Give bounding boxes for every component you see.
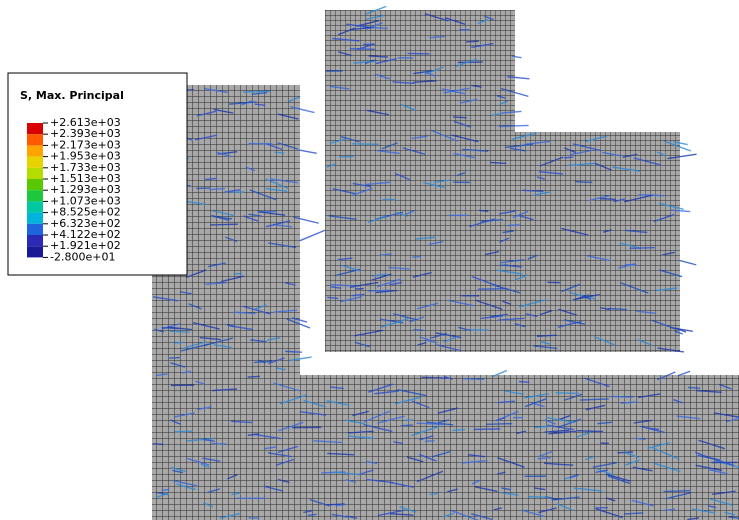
legend-swatch	[27, 235, 43, 246]
stress-vector	[625, 513, 644, 514]
stress-vector	[274, 152, 284, 153]
stress-vector	[356, 289, 364, 290]
legend-swatch	[27, 157, 43, 168]
stress-vector	[678, 371, 690, 375]
stress-vector	[211, 224, 238, 225]
stress-vector	[400, 425, 413, 426]
stress-vector	[534, 426, 549, 427]
stress-vector	[210, 189, 225, 190]
stress-vector	[556, 393, 579, 394]
stress-vector	[162, 489, 170, 490]
stress-vector	[528, 497, 549, 498]
stress-vector	[463, 379, 484, 380]
legend-label: -2.800e+01	[50, 250, 115, 263]
legend: +2.613e+03+2.393e+03+2.173e+03+1.953e+03…	[27, 116, 121, 263]
legend-swatch	[27, 168, 43, 179]
stress-vector	[664, 491, 690, 492]
stress-vector	[285, 351, 302, 352]
stress-vector	[248, 376, 260, 377]
stress-vector	[519, 382, 529, 383]
legend-title: S, Max. Principal	[20, 89, 124, 102]
stress-vector	[212, 443, 227, 444]
legend-swatch	[27, 134, 43, 145]
stress-vector	[487, 424, 512, 425]
stress-vector	[575, 182, 592, 183]
legend-swatch	[27, 246, 43, 257]
stress-vector	[153, 444, 164, 445]
stress-vector	[422, 377, 448, 378]
stress-vector	[243, 91, 271, 92]
stress-vector	[169, 358, 180, 359]
stress-vector	[490, 162, 507, 163]
stress-vector	[336, 505, 346, 506]
stress-vector	[413, 330, 423, 331]
legend-swatch	[27, 190, 43, 201]
stress-vector	[610, 396, 633, 397]
legend-swatch	[27, 213, 43, 224]
legend-swatch	[27, 123, 43, 134]
stress-vector	[453, 117, 466, 118]
stress-vector	[577, 431, 603, 432]
stress-vector	[174, 342, 184, 343]
stress-vector	[474, 429, 501, 430]
stress-vector	[196, 188, 210, 189]
stress-vector	[175, 431, 193, 432]
screenshot: S, Max. Principal +2.613e+03+2.393e+03+2…	[0, 0, 739, 520]
stress-vector	[630, 248, 655, 249]
stress-vector	[564, 157, 573, 158]
legend-swatch	[27, 201, 43, 212]
fea-view: S, Max. Principal +2.613e+03+2.393e+03+2…	[0, 0, 739, 520]
stress-vector	[600, 199, 615, 200]
stress-vector	[205, 179, 217, 180]
legend-swatch	[27, 179, 43, 190]
legend-swatch	[27, 224, 43, 235]
stress-vector	[350, 49, 375, 50]
stress-vector	[466, 41, 478, 42]
stress-vector	[479, 210, 488, 211]
stress-vector	[425, 441, 435, 442]
stress-vector	[170, 331, 190, 332]
legend-swatch	[27, 145, 43, 156]
stress-vector	[688, 387, 700, 388]
stress-vector	[635, 438, 645, 439]
